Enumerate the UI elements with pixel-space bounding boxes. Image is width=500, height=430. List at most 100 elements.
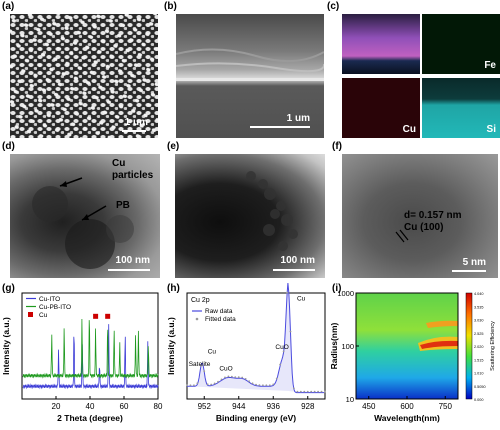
panel-h: (h) 952 944 936 928 Binding energy (eV) Inten…: [165, 283, 330, 425]
eds-map-cu: Cu: [342, 78, 420, 138]
chart-title: Cu 2p: [191, 297, 210, 304]
fitted-data-point: [196, 382, 199, 385]
fitted-data-point: [265, 384, 268, 387]
x-tick-label: 600: [400, 402, 414, 411]
peak-annotation: Satelite: [189, 361, 211, 368]
fitted-data-point: [296, 390, 299, 393]
annotation-pb: PB: [116, 200, 130, 211]
lattice-fringes: [395, 229, 409, 243]
fitted-data-point: [255, 383, 257, 386]
fitted-data-point: [275, 377, 278, 380]
fitted-data-point: [193, 384, 195, 387]
panel-label: (f): [332, 141, 342, 152]
y-tick-label: 100: [341, 342, 354, 351]
colorbar-tick-label: 1.010: [474, 372, 484, 376]
panel-f: (f) d= 0.157 nm Cu (100) 5 nm: [330, 140, 500, 280]
fitted-data-point: [227, 375, 230, 378]
panel-i: (i) 10 100 1000 450 600 750 Wavelength(nm) Radi…: [329, 283, 500, 425]
scale-bar-label: 100 nm: [115, 255, 150, 266]
x-tick-label: 944: [232, 402, 246, 411]
x-tick-label: 928: [301, 402, 315, 411]
colorbar-tick-label: 0.000: [474, 398, 484, 402]
panel-label: (g): [2, 283, 15, 294]
sem-image-cross-section: 1 um: [176, 14, 324, 138]
resonance-band-upper: [426, 320, 458, 328]
xrd-chart: 20 40 60 80 2 Theta (degree) Intensity (a.u.)…: [1, 292, 163, 423]
x-axis-label: Binding energy (eV): [216, 413, 296, 423]
x-axis-label: 2 Theta (degree): [57, 413, 123, 423]
x-tick-label: 60: [120, 402, 129, 411]
colorbar-tick-label: 4.040: [474, 292, 484, 296]
fitted-data-point: [313, 390, 316, 393]
fitted-data-point: [220, 378, 223, 381]
annotation-cu-100: Cu (100): [404, 222, 444, 233]
fitted-data-point: [262, 384, 264, 387]
panel-g: (g) 20 40 60 80 2 Theta (degree) Intensity (a…: [0, 283, 165, 425]
sem-image-top-view: 1 um: [10, 14, 158, 138]
colorbar-tick-label: 2.020: [474, 345, 484, 349]
annotation-particles: particles: [112, 170, 154, 181]
fitted-data-point: [251, 382, 254, 385]
panel-label: (a): [2, 1, 15, 12]
fitted-data-point: [317, 390, 319, 393]
fitted-data-point: [258, 384, 261, 387]
resonance-peak: [420, 340, 458, 349]
fitted-data-point: [286, 291, 288, 294]
fitted-data-point: [303, 390, 306, 393]
eds-map-overlay: [342, 14, 420, 74]
y-axis-label: Intensity (a.u.): [1, 317, 11, 375]
fitted-data-point: [282, 350, 285, 353]
panel-e: (e) 100 nm: [165, 140, 330, 280]
cu-marker: [105, 313, 111, 319]
scale-bar-label: 100 nm: [280, 255, 315, 266]
fitted-data-point: [234, 376, 237, 379]
series-line-cu-ito: [22, 324, 159, 390]
fitted-data-point: [237, 376, 240, 379]
panel-label: (i): [332, 283, 342, 294]
peak-annotation: Cu: [297, 295, 306, 302]
annotation-cu: Cu: [112, 158, 126, 169]
fitted-data-point: [310, 390, 313, 393]
scale-bar-label: 5 nm: [462, 257, 486, 268]
scale-bar: [452, 270, 486, 272]
panel-label: (b): [164, 1, 177, 12]
fitted-data-point: [289, 330, 292, 333]
colorbar-tick-label: 3.030: [474, 319, 484, 323]
fitted-data-point: [306, 390, 309, 393]
tem-texture: [32, 177, 134, 269]
eds-map-fe: Fe: [422, 14, 500, 74]
particle-texture: [246, 171, 298, 251]
colorbar-label: Scattering Efficiency: [490, 321, 496, 371]
panel-label: (d): [2, 141, 15, 152]
colorbar-tick-label: 2.525: [474, 332, 484, 336]
fitted-data-point: [217, 380, 219, 383]
panel-b: (b) 1 um: [160, 0, 325, 140]
x-axis-label: Wavelength(nm): [374, 413, 440, 423]
panel-label: (e): [167, 141, 180, 152]
legend-label: Cu-ITO: [39, 296, 60, 303]
cross-section-texture: [176, 48, 324, 81]
colorbar-tick-label: 1.515: [474, 358, 484, 362]
fitted-data-point: [224, 376, 226, 379]
x-tick-label: 750: [439, 402, 453, 411]
x-tick-label: 952: [198, 402, 212, 411]
fitted-data-point: [244, 377, 247, 380]
fitted-data-point: [213, 382, 216, 385]
x-tick-label: 450: [362, 402, 376, 411]
legend-label: Fitted data: [205, 316, 236, 323]
panel-label: (h): [167, 283, 180, 294]
legend-label: Raw data: [205, 308, 233, 315]
scale-bar: [122, 130, 146, 132]
fitted-data-point: [230, 375, 233, 378]
x-tick-label: 80: [154, 402, 163, 411]
panel-a: (a) 1 um: [0, 0, 160, 140]
fitted-data-point: [210, 383, 213, 386]
tem-image-particles: 100 nm: [175, 154, 325, 278]
raw-data-line: [187, 283, 325, 394]
peak-annotation: Cu: [208, 348, 217, 355]
fitted-data-point: [324, 390, 326, 393]
scale-bar: [250, 126, 310, 128]
x-tick-label: 40: [86, 402, 95, 411]
element-label: Si: [486, 124, 496, 135]
fitted-data-point: [320, 390, 323, 393]
